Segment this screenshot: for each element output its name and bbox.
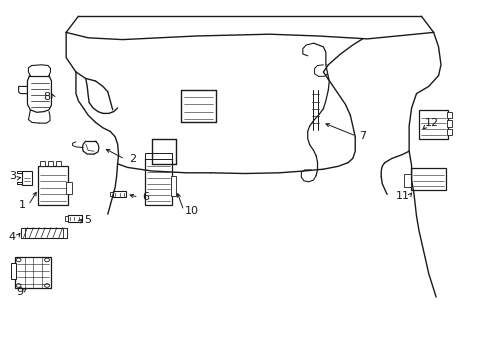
Text: 2: 2 — [129, 154, 136, 164]
Bar — [38, 166, 68, 205]
Bar — [447, 112, 452, 118]
Text: 11: 11 — [396, 191, 410, 201]
Text: 6: 6 — [143, 192, 149, 202]
Circle shape — [16, 284, 21, 287]
Text: 1: 1 — [19, 200, 25, 210]
Bar — [56, 161, 61, 166]
Text: 7: 7 — [359, 131, 366, 141]
Bar — [145, 158, 171, 205]
Bar — [40, 161, 45, 166]
Bar — [447, 129, 452, 135]
Bar — [11, 263, 16, 279]
Bar — [404, 174, 411, 187]
Bar — [21, 228, 24, 238]
Bar — [15, 257, 51, 288]
Text: 12: 12 — [425, 118, 439, 129]
Bar — [65, 216, 68, 221]
Text: 4: 4 — [9, 232, 16, 242]
Bar — [48, 161, 53, 166]
Bar — [145, 153, 171, 159]
Circle shape — [45, 284, 49, 287]
Bar — [63, 228, 67, 238]
Circle shape — [45, 258, 49, 262]
Bar — [447, 120, 452, 127]
Text: 10: 10 — [185, 206, 199, 216]
Bar — [411, 168, 446, 190]
Circle shape — [16, 258, 21, 262]
Bar — [419, 110, 448, 139]
Bar — [171, 176, 176, 196]
Text: 9: 9 — [16, 287, 23, 297]
Bar — [66, 182, 72, 194]
Bar — [22, 171, 32, 185]
Text: 3: 3 — [9, 171, 16, 181]
Bar — [113, 191, 126, 197]
Bar — [110, 192, 113, 196]
Bar — [21, 228, 67, 238]
Text: 8: 8 — [44, 92, 50, 102]
Text: 5: 5 — [84, 215, 91, 225]
Bar — [68, 215, 82, 222]
